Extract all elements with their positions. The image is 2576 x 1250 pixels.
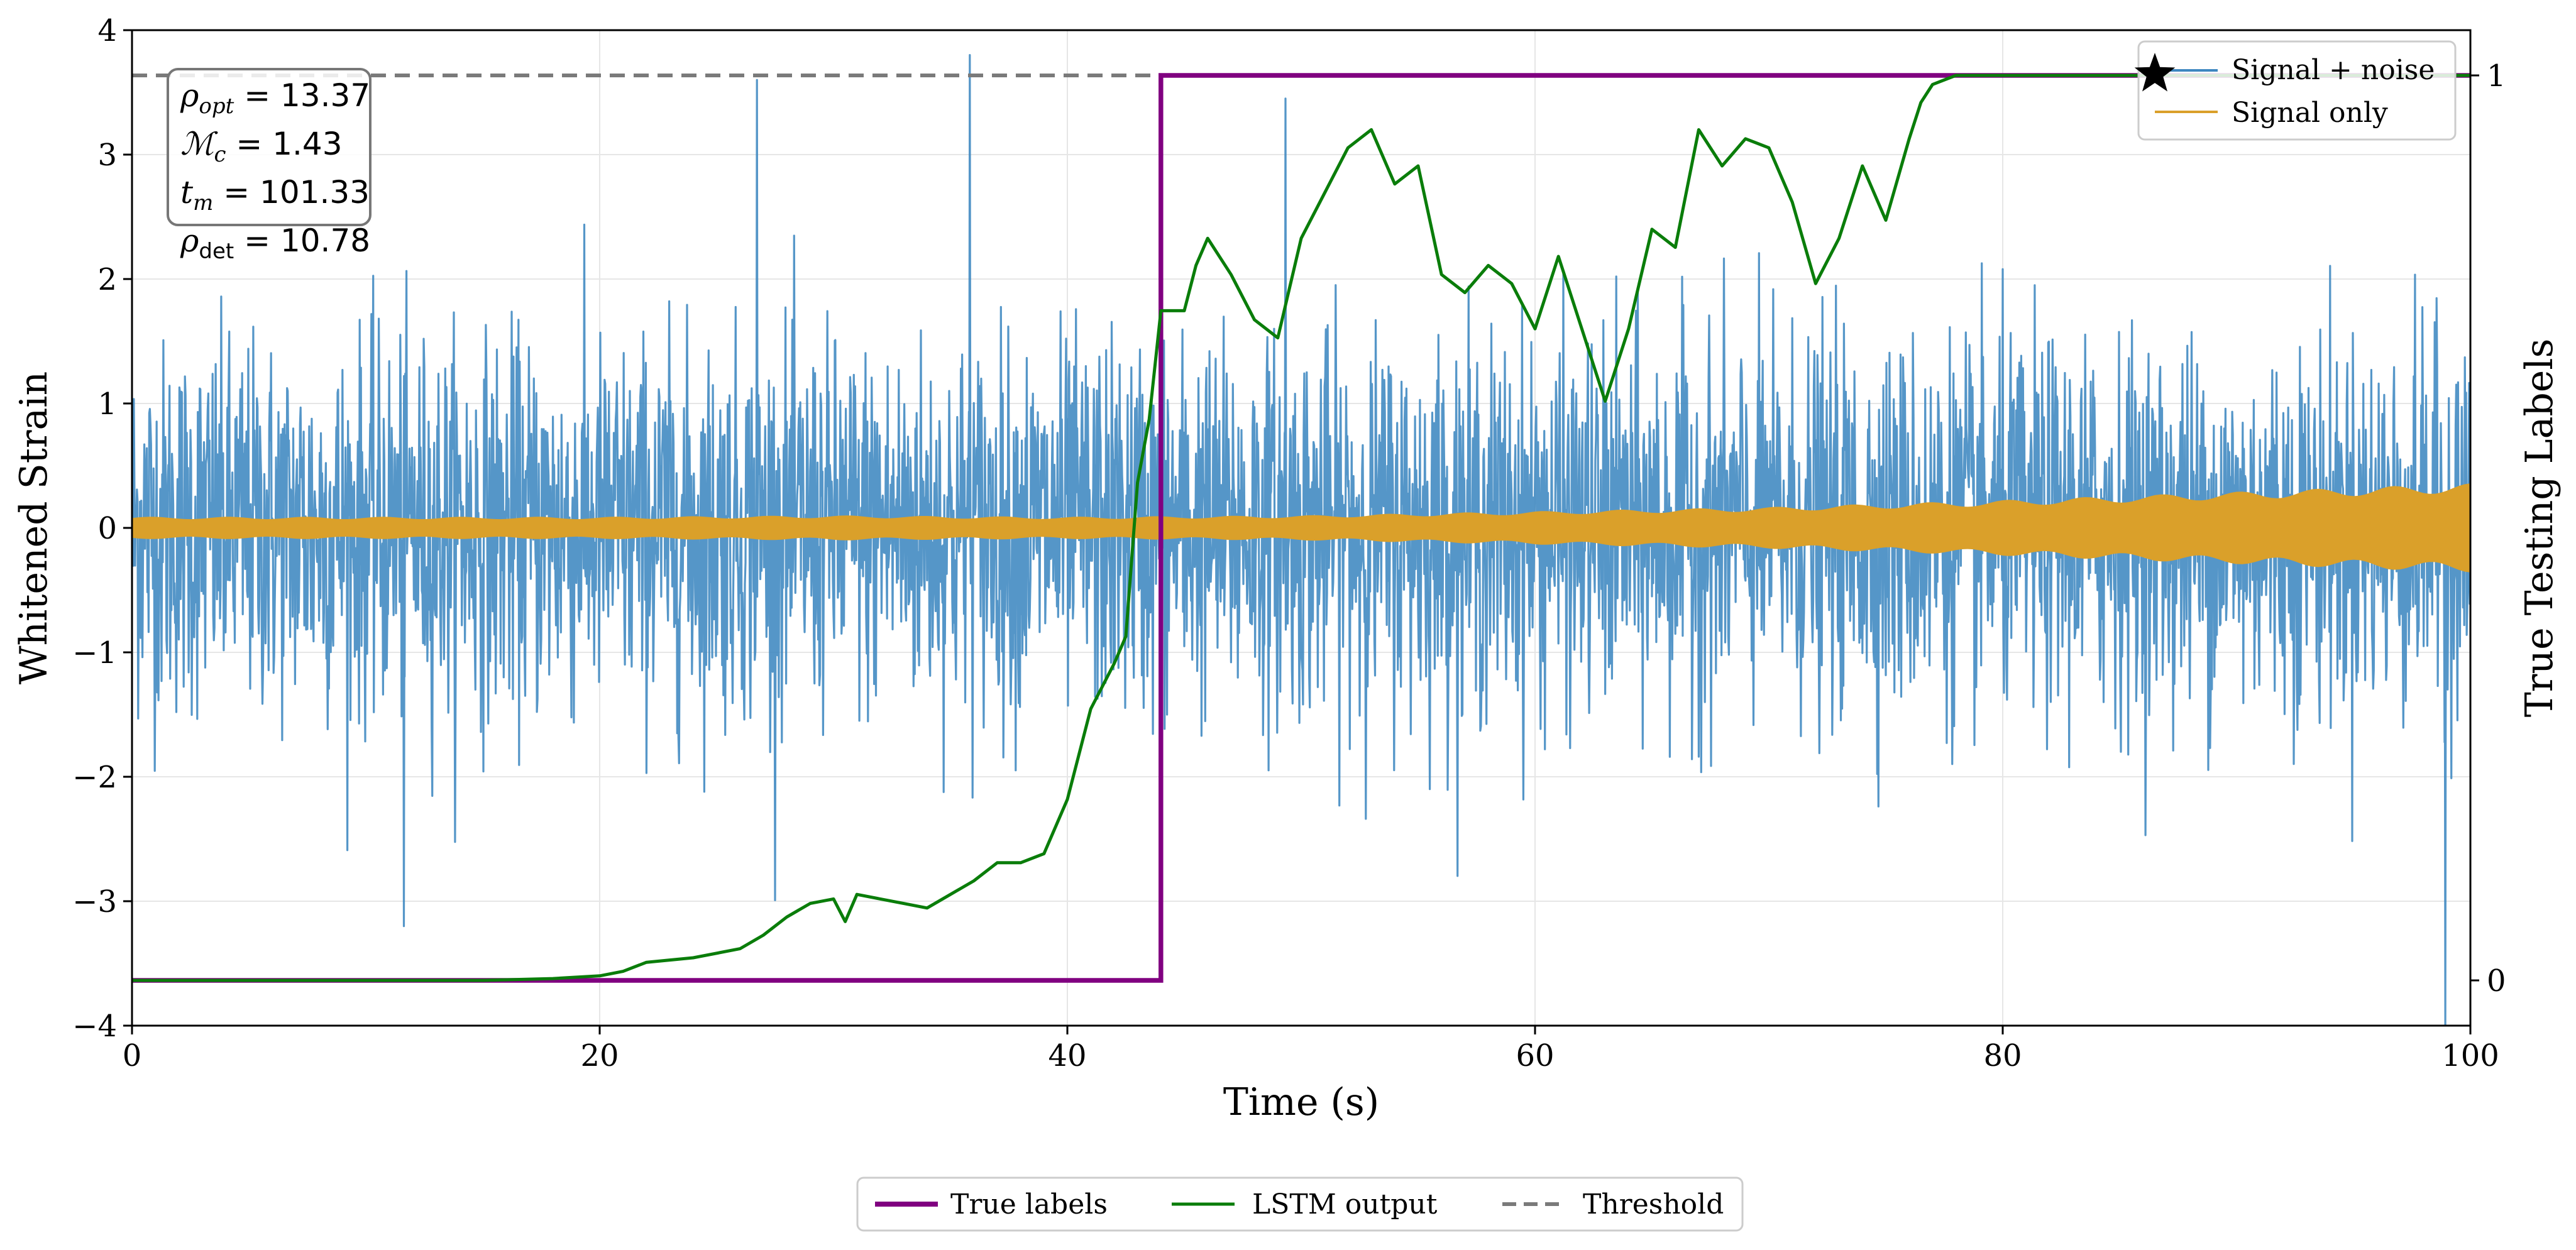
y-tick-label-8: 4 [97,13,117,48]
x-tick-label-3: 60 [1516,1038,1554,1073]
lstm-output-series [132,74,2470,982]
x-tick-label-0: 0 [123,1038,142,1073]
rho-opt-sub: opt [199,94,234,119]
signal-series [132,483,2470,573]
y2-axis: 01 [2470,58,2506,999]
tm-value: 101.33 [260,174,370,211]
x-tick-label-1: 20 [580,1038,619,1073]
x-tick-label-2: 40 [1048,1038,1086,1073]
y-tick-label-6: 2 [97,262,117,297]
rho-opt-equals: = [234,77,280,114]
tm-symbol: t [180,174,194,211]
tm-row: tm = 101.33 [180,173,370,222]
mc-sub: c [214,142,226,167]
legend-bottom-frame [856,1176,1744,1232]
x-tick-label-5: 100 [2441,1038,2499,1073]
x-axis: 0 20 40 60 80 100 [123,1026,2499,1073]
legend-threshold-label: Threshold [1583,1188,1724,1220]
legend-signal-label: Signal only [2232,97,2388,129]
true-labels-series [132,73,2470,983]
y-axis-label: Whitened Strain [12,371,56,684]
y-tick-label-4: 0 [97,511,117,546]
rho-det-value: 10.78 [280,222,371,259]
rho-det-equals: = [234,222,280,259]
legend-noise-label: Signal + noise [2232,54,2435,86]
y2-tick-label-0: 0 [2487,963,2506,999]
rho-opt-row: ρopt = 13.37 [180,77,370,125]
rho-det-symbol: ρ [180,222,199,259]
mc-value: 1.43 [272,126,343,162]
legend-true-labels-label: True labels [950,1188,1108,1220]
y-axis: −4 −3 −2 −1 0 1 2 3 4 [72,13,132,1044]
noise-series [132,54,2470,1026]
x-tick-label-4: 80 [1983,1038,2022,1073]
legend-lstm-label: LSTM output [1252,1188,1438,1220]
rho-det-sub: det [199,239,234,264]
y-tick-label-2: −2 [72,760,117,795]
legend-top: Signal + noise Signal only [2137,40,2457,141]
x-axis-label: Time (s) [1223,1080,1379,1124]
rho-det-row: ρdet = 10.78 [180,222,370,270]
legend-bottom: True labels LSTM output Threshold [856,1176,1744,1232]
rho-opt-symbol: ρ [180,77,199,114]
y-tick-label-3: −1 [72,635,117,671]
rho-opt-value: 13.37 [280,77,371,114]
y-tick-label-7: 3 [97,138,117,173]
star-marker-icon [2134,53,2176,92]
y-tick-label-0: −4 [72,1009,117,1044]
y-tick-label-1: −3 [72,884,117,919]
y2-tick-label-1: 1 [2487,58,2506,94]
parameters-box: ρopt = 13.37 ℳc = 1.43 tm = 101.33 ρdet … [167,68,372,264]
y2-axis-label: True Testing Labels [2518,339,2562,718]
legend-top-frame [2137,40,2457,141]
mc-symbol: ℳ [180,126,214,162]
y-tick-label-5: 1 [97,387,117,422]
mc-equals: = [226,126,273,162]
mc-row: ℳc = 1.43 [180,125,358,173]
tm-sub: m [193,190,214,216]
tm-equals: = [213,174,260,211]
